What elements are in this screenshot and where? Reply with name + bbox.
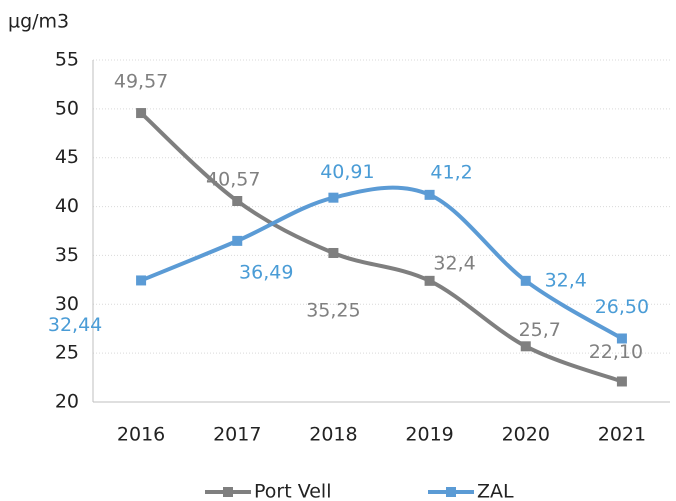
data-label: 32,4 [545,269,587,291]
data-label: 40,57 [206,169,260,191]
legend-marker [223,487,233,497]
data-label: 40,91 [320,161,374,183]
series-line [139,111,624,384]
data-label: 36,49 [239,261,293,283]
y-tick-label: 55 [55,49,79,71]
marker [616,333,627,344]
series-line [139,185,624,341]
x-tick-label: 2021 [598,424,646,446]
data-label: 32,44 [48,314,102,336]
x-tick-label: 2017 [213,424,261,446]
marker [136,108,147,119]
legend-label: Port Vell [254,481,331,501]
data-label: 41,2 [430,161,472,183]
data-label: 49,57 [114,71,168,93]
marker [232,235,243,246]
marker [616,376,627,387]
data-label: 32,4 [433,252,475,274]
y-tick-label: 20 [55,391,79,413]
marker [328,192,339,203]
y-tick-label: 30 [55,293,79,315]
y-tick-label: 45 [55,146,79,168]
y-tick-label: 35 [55,244,79,266]
y-tick-label: 40 [55,195,79,217]
y-tick-label: 50 [55,97,79,119]
x-tick-label: 2020 [502,424,550,446]
marker [232,196,243,207]
marker [520,341,531,352]
marker [520,275,531,286]
y-tick-label: 25 [55,342,79,364]
marker [328,247,339,258]
y-axis-label: µg/m3 [8,11,69,33]
data-label: 26,50 [595,296,649,318]
legend-label: ZAL [477,481,514,501]
marker [136,275,147,286]
data-label: 35,25 [306,299,360,321]
data-label: 25,7 [519,319,561,341]
legend-marker [446,487,456,497]
data-label: 22,10 [589,341,643,363]
x-tick-label: 2019 [405,424,453,446]
x-tick-label: 2018 [309,424,357,446]
marker [424,275,435,286]
x-tick-label: 2016 [117,424,165,446]
marker [424,189,435,200]
